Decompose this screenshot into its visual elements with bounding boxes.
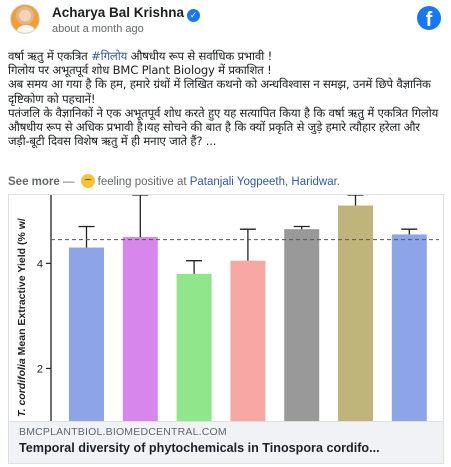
- author-name[interactable]: Acharya Bal Krishna ✓: [52, 5, 201, 22]
- link-domain: BMCPLANTBIOL.BIOMEDCENTRAL.COM: [19, 426, 227, 438]
- post-header: Acharya Bal Krishna ✓ about a month ago f: [8, 2, 443, 38]
- bar-chart: T. cordifolia Mean Extractive Yield (% w…: [16, 195, 439, 421]
- see-more-link[interactable]: See more: [8, 176, 60, 188]
- bar-7: [391, 234, 427, 421]
- author-avatar[interactable]: [10, 4, 40, 34]
- bar-4: [230, 260, 266, 421]
- y-tick-label-0: 2: [37, 363, 43, 375]
- facebook-logo-icon: f: [417, 6, 441, 30]
- bar-6: [338, 205, 373, 421]
- relieved-emoji-icon: [80, 174, 95, 188]
- bar-2: [122, 237, 158, 421]
- author-name-text[interactable]: Acharya Bal Krishna: [52, 5, 185, 20]
- bar-3: [176, 273, 212, 421]
- post-line-3: अब समय आ गया है कि हम, हमारे ग्रंथों में…: [8, 77, 431, 106]
- bar-5: [284, 229, 320, 421]
- link-footer[interactable]: BMCPLANTBIOL.BIOMEDCENTRAL.COM Temporal …: [9, 421, 443, 463]
- post-line-1: वर्षा ऋतु में एकत्रित #गिलोय औषधीय रूप स…: [8, 49, 444, 63]
- bar-1: [69, 247, 104, 421]
- y-tick-label-1: 4: [37, 258, 43, 270]
- verified-badge-icon: ✓: [187, 9, 201, 22]
- hashtag-link[interactable]: #गिलोय: [91, 49, 128, 63]
- y-axis-label-rest: Mean Extractive Yield (% w/: [16, 218, 28, 358]
- y-axis-label-italic: T. cordifolia: [16, 358, 28, 417]
- post-body: वर्षा ऋतु में एकत्रित #गिलोय औषधीय रूप स…: [8, 49, 444, 148]
- post-line-1-rest: औषधीय रूप से सर्वाधिक प्रभावी !: [127, 49, 273, 63]
- post-line-1-start: वर्षा ऋतु में एकत्रित: [8, 49, 92, 63]
- link-preview[interactable]: T. cordifolia Mean Extractive Yield (% w…: [8, 194, 444, 464]
- feeling-line: See more — feeling positive at Patanjali…: [8, 174, 444, 188]
- y-axis-label: T. cordifolia Mean Extractive Yield (% w…: [16, 218, 28, 417]
- feeling-separator: —: [59, 176, 78, 188]
- place-link[interactable]: Patanjali Yogpeeth, Haridwar: [189, 176, 337, 188]
- bars: [69, 195, 427, 421]
- post-time[interactable]: about a month ago: [52, 23, 144, 35]
- y-ticks: 24: [37, 258, 51, 375]
- post-line-4: पतंजलि के वैज्ञानिकों ने एक अभूतपूर्व शो…: [8, 105, 439, 149]
- place-suffix: .: [336, 176, 340, 188]
- feeling-text: feeling positive at: [97, 176, 190, 188]
- link-title[interactable]: Temporal diversity of phytochemicals in …: [19, 441, 380, 455]
- post-line-2: गिलोय पर अभूतपूर्व शोध BMC Plant Biology…: [8, 63, 272, 78]
